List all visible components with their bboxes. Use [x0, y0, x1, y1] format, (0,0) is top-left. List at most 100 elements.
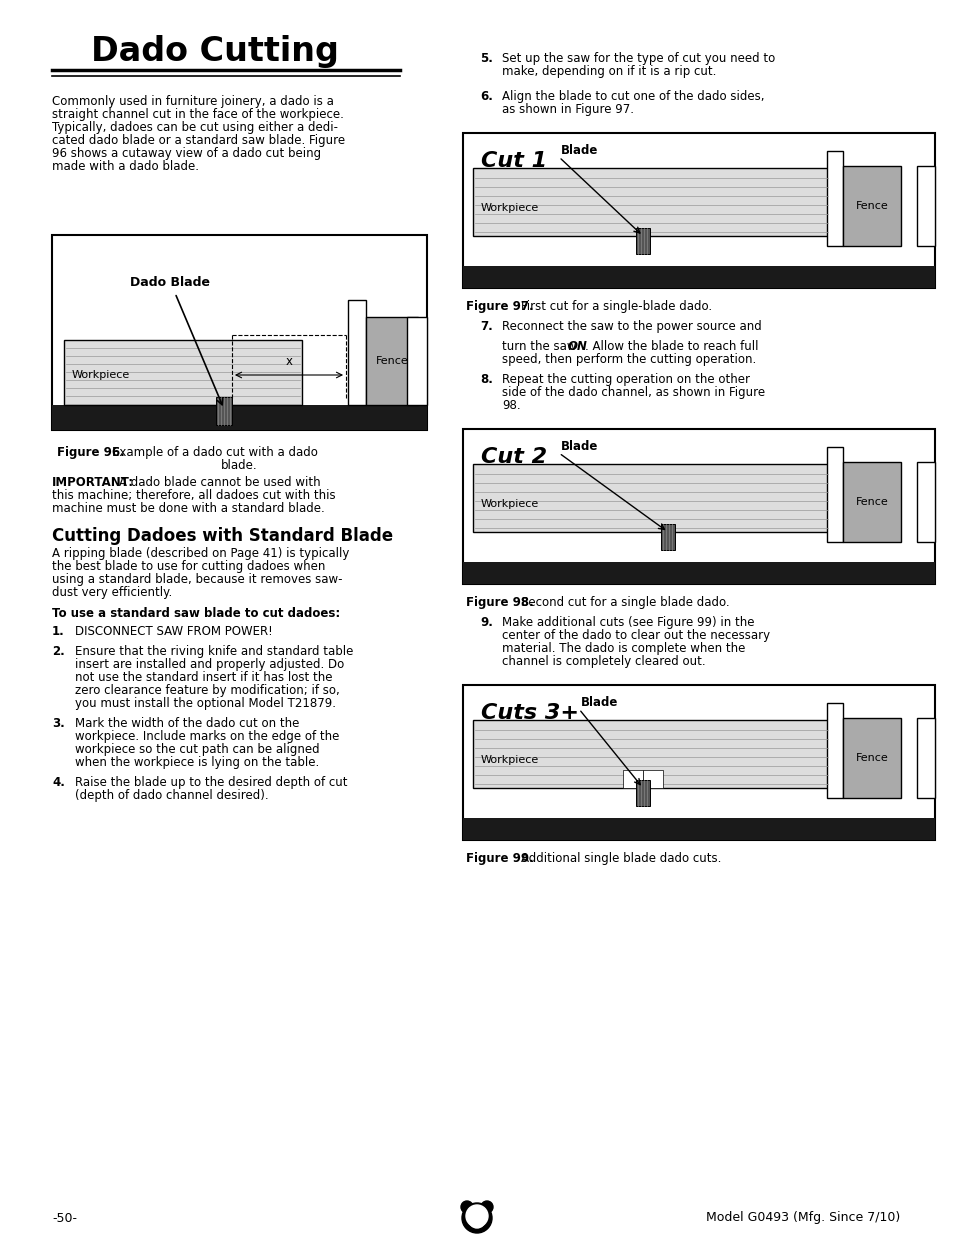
Bar	[407, 317, 427, 405]
Text: 9.: 9.	[479, 616, 493, 629]
Text: machine must be done with a standard blade.: machine must be done with a standard bla…	[52, 501, 324, 515]
Bar	[622, 769, 642, 788]
Text: Workpiece: Workpiece	[480, 755, 538, 764]
Text: 98.: 98.	[501, 399, 520, 412]
Text: insert are installed and properly adjusted. Do: insert are installed and properly adjust…	[75, 658, 344, 671]
Circle shape	[461, 1203, 492, 1233]
Circle shape	[460, 1200, 473, 1213]
Text: make, depending on if it is a rip cut.: make, depending on if it is a rip cut.	[501, 65, 716, 78]
Text: this machine; therefore, all dadoes cut with this: this machine; therefore, all dadoes cut …	[52, 489, 335, 501]
Text: cated dado blade or a standard saw blade. Figure: cated dado blade or a standard saw blade…	[52, 135, 345, 147]
Bar	[462, 133, 934, 288]
Bar	[642, 769, 662, 788]
Text: Cut 2: Cut 2	[480, 447, 547, 467]
Text: 3.: 3.	[52, 718, 65, 730]
Text: made with a dado blade.: made with a dado blade.	[52, 161, 199, 173]
Bar	[916, 165, 934, 246]
Bar	[462, 429, 934, 584]
Text: as shown in Figure 97.: as shown in Figure 97.	[501, 103, 634, 116]
Text: you must install the optional Model T21879.: you must install the optional Model T218…	[75, 697, 335, 710]
Bar	[636, 228, 649, 254]
Bar	[842, 165, 900, 246]
Bar	[636, 781, 649, 806]
Text: Set up the saw for the type of cut you need to: Set up the saw for the type of cut you n…	[501, 52, 775, 65]
Text: speed, then perform the cutting operation.: speed, then perform the cutting operatio…	[501, 353, 756, 366]
Text: Fence: Fence	[855, 496, 887, 508]
Circle shape	[480, 1200, 493, 1213]
Text: side of the dado channel, as shown in Figure: side of the dado channel, as shown in Fi…	[501, 387, 764, 399]
Text: center of the dado to clear out the necessary: center of the dado to clear out the nece…	[501, 629, 769, 642]
Text: Cuts 3+: Cuts 3+	[480, 703, 578, 722]
Text: workpiece so the cut path can be aligned: workpiece so the cut path can be aligned	[75, 743, 319, 756]
Text: DISCONNECT SAW FROM POWER!: DISCONNECT SAW FROM POWER!	[75, 625, 273, 638]
Text: Workpiece: Workpiece	[480, 499, 538, 509]
Text: zero clearance feature by modification; if so,: zero clearance feature by modification; …	[75, 684, 339, 697]
Text: the best blade to use for cutting dadoes when: the best blade to use for cutting dadoes…	[52, 559, 325, 573]
Text: 5.: 5.	[479, 52, 493, 65]
Text: Workpiece: Workpiece	[480, 203, 538, 212]
Text: Make additional cuts (see Figure 99) in the: Make additional cuts (see Figure 99) in …	[501, 616, 754, 629]
Text: Example of a dado cut with a dado: Example of a dado cut with a dado	[112, 446, 317, 459]
Text: Reconnect the saw to the power source and: Reconnect the saw to the power source an…	[501, 320, 760, 333]
Bar	[366, 317, 417, 405]
Bar	[462, 266, 934, 288]
Bar	[473, 720, 829, 788]
Text: Blade: Blade	[560, 144, 598, 158]
Text: dust very efficiently.: dust very efficiently.	[52, 585, 172, 599]
Text: Fence: Fence	[375, 356, 408, 366]
Bar	[916, 462, 934, 542]
Bar	[52, 405, 427, 430]
Bar	[64, 340, 302, 405]
Text: -50-: -50-	[52, 1212, 77, 1224]
Bar	[473, 168, 829, 236]
Text: Model G0493 (Mfg. Since 7/10): Model G0493 (Mfg. Since 7/10)	[705, 1212, 899, 1224]
Text: material. The dado is complete when the: material. The dado is complete when the	[501, 642, 744, 655]
Text: Figure 99.: Figure 99.	[465, 852, 533, 864]
Text: Ensure that the riving knife and standard table: Ensure that the riving knife and standar…	[75, 645, 353, 658]
Bar	[842, 718, 900, 798]
Text: Fence: Fence	[855, 753, 887, 763]
Text: 6.: 6.	[479, 90, 493, 103]
Text: Dado Cutting: Dado Cutting	[91, 36, 338, 68]
Text: ON: ON	[567, 340, 587, 353]
Text: Raise the blade up to the desired depth of cut: Raise the blade up to the desired depth …	[75, 776, 347, 789]
Text: Fence: Fence	[855, 201, 887, 211]
Text: A ripping blade (described on Page 41) is typically: A ripping blade (described on Page 41) i…	[52, 547, 349, 559]
Text: Figure 96.: Figure 96.	[57, 446, 125, 459]
Bar	[215, 396, 232, 425]
Text: straight channel cut in the face of the workpiece.: straight channel cut in the face of the …	[52, 107, 343, 121]
Bar	[462, 685, 934, 840]
Bar	[348, 300, 366, 405]
Bar	[916, 718, 934, 798]
Bar	[473, 464, 829, 532]
Text: x: x	[285, 354, 293, 368]
Circle shape	[469, 1212, 484, 1228]
Text: Dado Blade: Dado Blade	[130, 277, 210, 289]
Bar	[660, 524, 675, 550]
Text: not use the standard insert if it has lost the: not use the standard insert if it has lo…	[75, 671, 333, 684]
Text: IMPORTANT:: IMPORTANT:	[52, 475, 134, 489]
Text: Typically, dadoes can be cut using either a dedi-: Typically, dadoes can be cut using eithe…	[52, 121, 337, 135]
Text: workpiece. Include marks on the edge of the: workpiece. Include marks on the edge of …	[75, 730, 339, 743]
Text: Figure 97.: Figure 97.	[465, 300, 533, 312]
Bar	[826, 447, 842, 542]
Text: To use a standard saw blade to cut dadoes:: To use a standard saw blade to cut dadoe…	[52, 606, 340, 620]
Text: Figure 98.: Figure 98.	[465, 597, 533, 609]
Text: . Allow the blade to reach full: . Allow the blade to reach full	[584, 340, 758, 353]
Text: Align the blade to cut one of the dado sides,: Align the blade to cut one of the dado s…	[501, 90, 763, 103]
Text: turn the saw: turn the saw	[501, 340, 579, 353]
Text: A dado blade cannot be used with: A dado blade cannot be used with	[119, 475, 320, 489]
Circle shape	[465, 1205, 488, 1228]
Text: Mark the width of the dado cut on the: Mark the width of the dado cut on the	[75, 718, 299, 730]
Text: Cut 1: Cut 1	[480, 151, 547, 170]
Text: Commonly used in furniture joinery, a dado is a: Commonly used in furniture joinery, a da…	[52, 95, 334, 107]
Text: using a standard blade, because it removes saw-: using a standard blade, because it remov…	[52, 573, 342, 585]
Bar	[462, 562, 934, 584]
Bar	[826, 151, 842, 246]
Bar	[826, 703, 842, 798]
Text: Repeat the cutting operation on the other: Repeat the cutting operation on the othe…	[501, 373, 749, 387]
Text: Cutting Dadoes with Standard Blade: Cutting Dadoes with Standard Blade	[52, 527, 393, 545]
Text: Workpiece: Workpiece	[71, 370, 131, 380]
Text: First cut for a single-blade dado.: First cut for a single-blade dado.	[520, 300, 711, 312]
Text: (depth of dado channel desired).: (depth of dado channel desired).	[75, 789, 269, 802]
